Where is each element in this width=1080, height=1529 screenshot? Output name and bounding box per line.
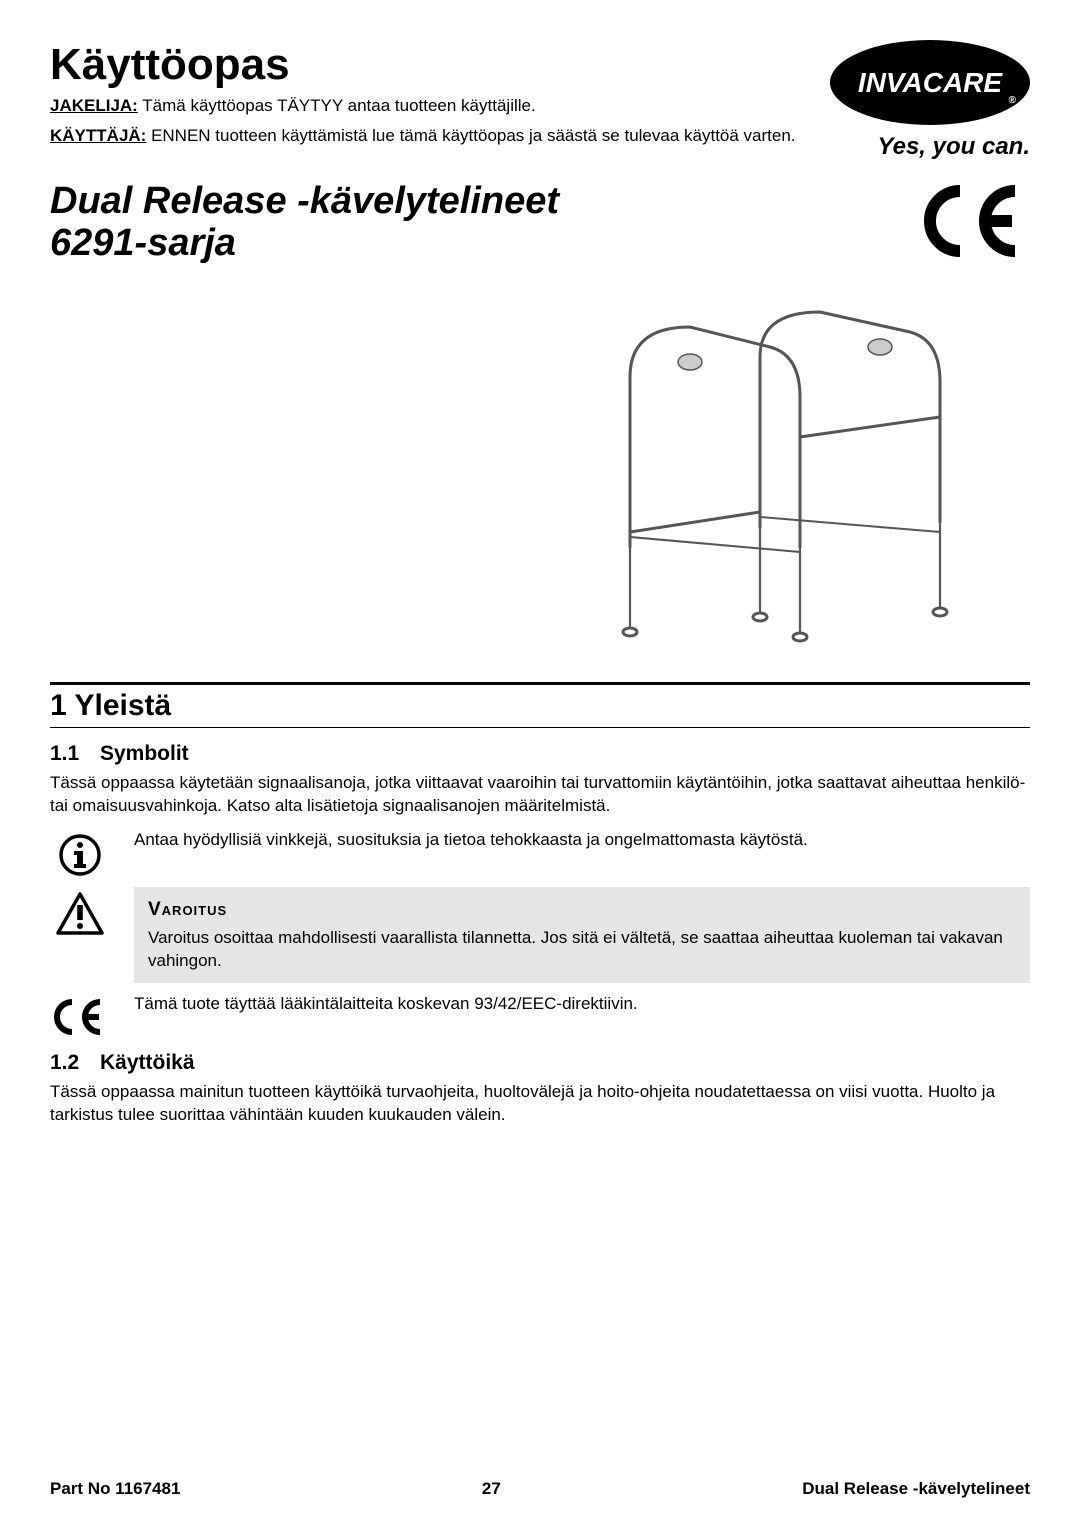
brand-block: INVACARE Yes, you can. bbox=[830, 40, 1030, 161]
user-line: KÄYTTÄJÄ: ENNEN tuotteen käyttämistä lue… bbox=[50, 126, 830, 146]
warning-title: Varoitus bbox=[148, 897, 1016, 923]
info-text: Antaa hyödyllisiä vinkkejä, suosituksia … bbox=[134, 829, 1030, 852]
product-title: Dual Release -kävelytelineet 6291-sarja bbox=[50, 181, 559, 265]
subsection-1-1-num: 1.1 bbox=[50, 742, 100, 766]
ce-mark-icon bbox=[920, 181, 1030, 267]
user-text: ENNEN tuotteen käyttämistä lue tämä käyt… bbox=[146, 126, 795, 145]
subsection-1-2: 1.2Käyttöikä bbox=[50, 1051, 1030, 1075]
subsection-1-2-num: 1.2 bbox=[50, 1051, 100, 1075]
product-title-line1: Dual Release -kävelytelineet bbox=[50, 180, 559, 222]
warning-text: Varoitus osoittaa mahdollisesti vaaralli… bbox=[148, 927, 1016, 973]
subsection-1-1-title: Symbolit bbox=[100, 742, 189, 765]
ce-symbol-row: Tämä tuote täyttää lääkintälaitteita kos… bbox=[50, 993, 1030, 1037]
warning-box: Varoitus Varoitus osoittaa mahdollisesti… bbox=[134, 887, 1030, 983]
footer-page-number: 27 bbox=[482, 1479, 501, 1499]
page-footer: Part No 1167481 27 Dual Release -kävelyt… bbox=[50, 1479, 1030, 1499]
footer-part-no: Part No 1167481 bbox=[50, 1479, 180, 1499]
product-illustration bbox=[50, 287, 1030, 662]
section-1-heading: 1 Yleistä bbox=[50, 682, 1030, 728]
info-icon bbox=[50, 829, 110, 877]
warning-icon bbox=[50, 887, 110, 937]
document-title: Käyttöopas bbox=[50, 40, 830, 90]
subsection-1-2-title: Käyttöikä bbox=[100, 1051, 195, 1074]
subsection-1-2-body: Tässä oppaassa mainitun tuotteen käyttöi… bbox=[50, 1081, 1030, 1127]
subsection-1-1: 1.1Symbolit bbox=[50, 742, 1030, 766]
user-label: KÄYTTÄJÄ: bbox=[50, 126, 146, 145]
invacare-logo: INVACARE bbox=[830, 40, 1030, 125]
ce-text: Tämä tuote täyttää lääkintälaitteita kos… bbox=[134, 993, 1030, 1016]
info-symbol-row: Antaa hyödyllisiä vinkkejä, suosituksia … bbox=[50, 829, 1030, 877]
warning-symbol-row: Varoitus Varoitus osoittaa mahdollisesti… bbox=[50, 887, 1030, 983]
footer-product-name: Dual Release -kävelytelineet bbox=[802, 1479, 1030, 1499]
distributor-text: Tämä käyttöopas TÄYTYY antaa tuotteen kä… bbox=[138, 96, 536, 115]
distributor-line: JAKELIJA: Tämä käyttöopas TÄYTYY antaa t… bbox=[50, 96, 830, 116]
distributor-label: JAKELIJA: bbox=[50, 96, 138, 115]
product-title-line2: 6291-sarja bbox=[50, 222, 236, 264]
subsection-1-1-body: Tässä oppaassa käytetään signaalisanoja,… bbox=[50, 772, 1030, 818]
brand-slogan: Yes, you can. bbox=[830, 133, 1030, 161]
ce-icon bbox=[50, 993, 110, 1037]
